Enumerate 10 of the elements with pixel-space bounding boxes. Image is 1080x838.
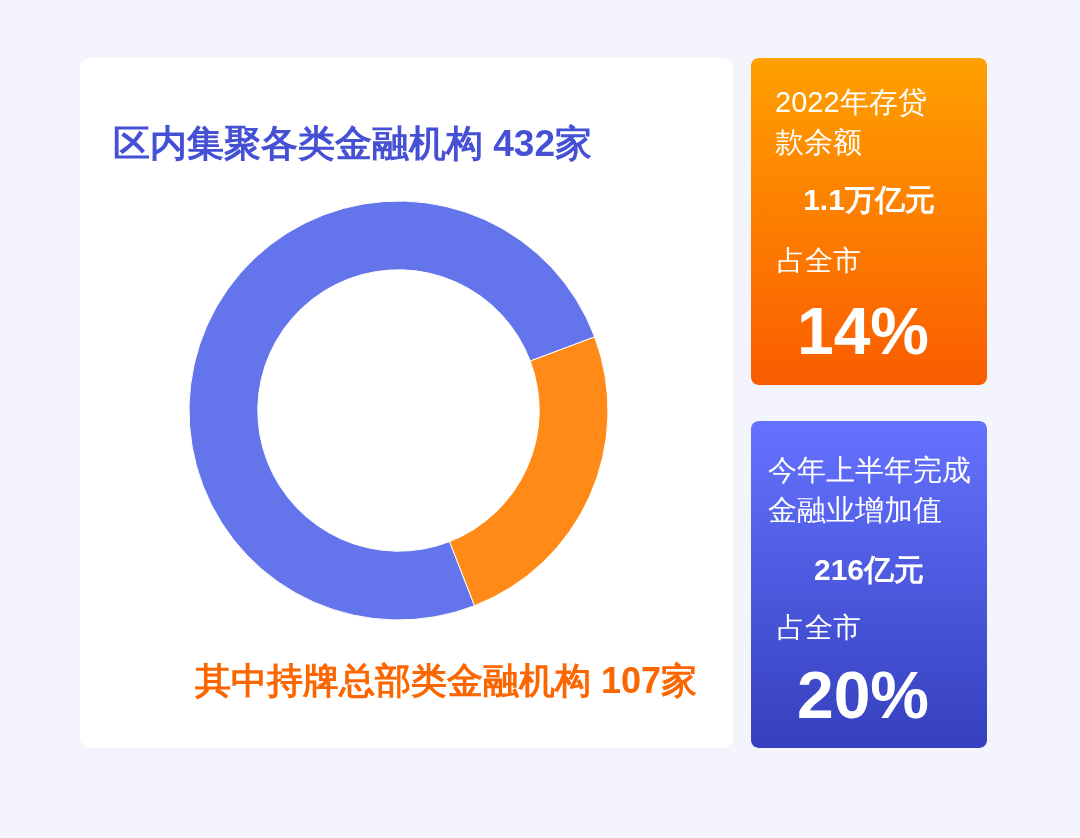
- text: 占全市: [777, 612, 861, 643]
- text: 14%: [796, 294, 930, 368]
- text: 2022年存贷款余额: [775, 86, 927, 158]
- text: 占全市: [777, 245, 861, 276]
- text: 今年上半年完成金融业增加值: [768, 454, 971, 526]
- text: 其中持牌总部类金融机构 107家: [193, 660, 697, 701]
- text: 20%: [796, 658, 930, 732]
- text: 1.1万亿元: [803, 183, 935, 216]
- chart-title: 区内集聚各类金融机构 432家: [113, 123, 593, 164]
- text: 216亿元: [813, 553, 925, 586]
